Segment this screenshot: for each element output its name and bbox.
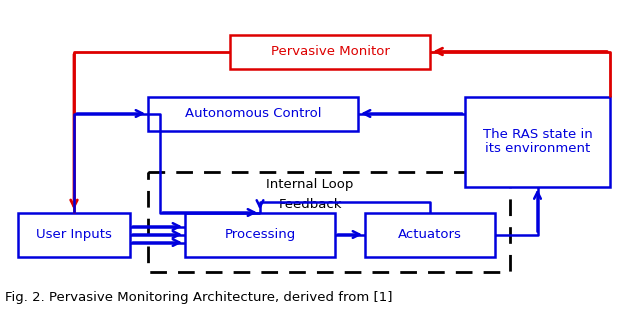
Text: Actuators: Actuators — [398, 228, 462, 241]
Text: Pervasive Monitor: Pervasive Monitor — [271, 45, 389, 58]
Bar — [148, 97, 358, 130]
Bar — [185, 213, 335, 256]
Text: Fig. 2. Pervasive Monitoring Architecture, derived from [1]: Fig. 2. Pervasive Monitoring Architectur… — [5, 291, 392, 305]
Text: Internal Loop: Internal Loop — [266, 178, 354, 191]
Text: Processing: Processing — [225, 228, 296, 241]
Text: The RAS state in
its environment: The RAS state in its environment — [483, 128, 593, 155]
Text: User Inputs: User Inputs — [36, 228, 112, 241]
Bar — [230, 35, 430, 68]
Bar — [465, 97, 610, 186]
Text: Autonomous Control: Autonomous Control — [185, 107, 321, 120]
Text: Feedback: Feedback — [278, 198, 342, 211]
Bar — [148, 172, 510, 272]
Bar — [18, 213, 130, 256]
Bar — [365, 213, 495, 256]
